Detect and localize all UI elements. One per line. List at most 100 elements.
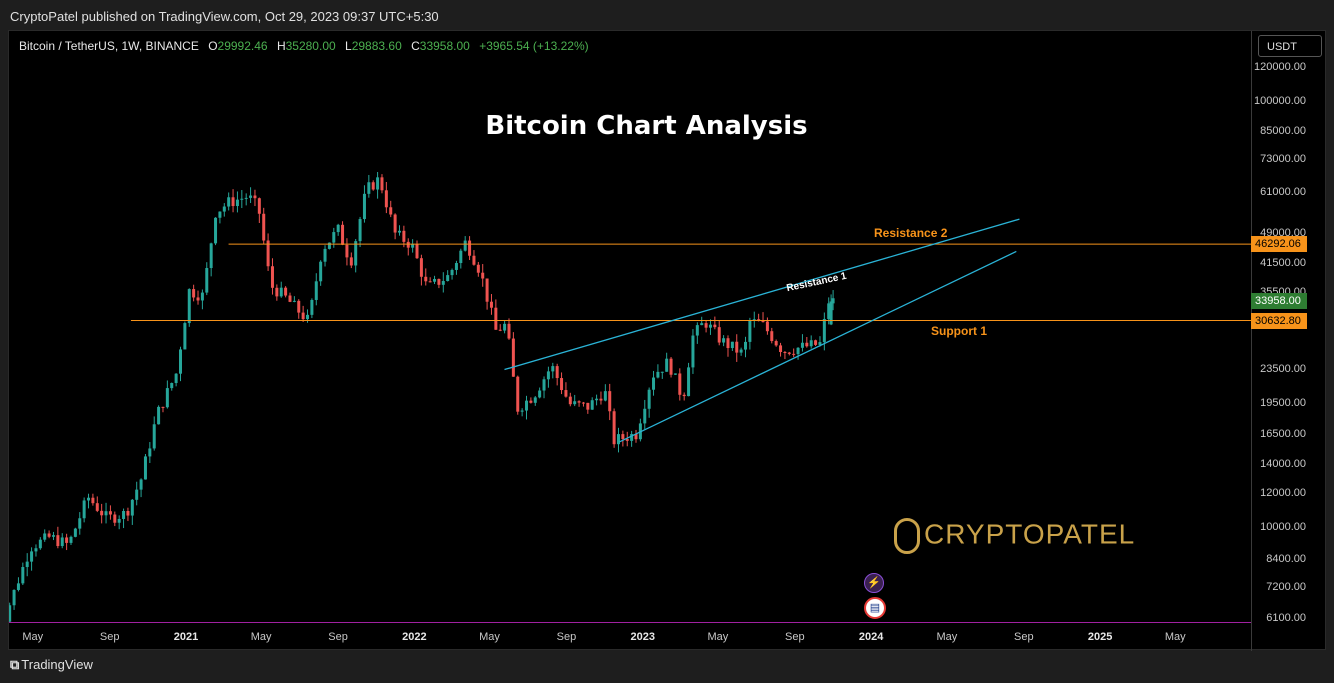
candle-body xyxy=(581,402,585,404)
candle-body xyxy=(332,232,336,243)
candle-body xyxy=(599,398,603,401)
candle-body xyxy=(744,341,748,350)
candle-body xyxy=(310,299,314,315)
candle-body xyxy=(135,489,139,500)
candle-body xyxy=(389,207,393,215)
candle-body xyxy=(152,424,156,449)
tradingview-footer[interactable]: ⧉ TradingView xyxy=(10,657,93,673)
us-flag-event-icon[interactable]: ▤ xyxy=(864,597,886,619)
price-tick-label: 6100.00 xyxy=(1266,612,1306,624)
candle-body xyxy=(446,275,450,282)
candle-body xyxy=(122,510,126,519)
symbol-name[interactable]: Bitcoin / TetherUS, 1W, BINANCE xyxy=(19,39,199,53)
resistance-2-price-tag: 46292.06 xyxy=(1251,236,1307,253)
candle-body xyxy=(292,300,296,302)
symbol-legend[interactable]: Bitcoin / TetherUS, 1W, BINANCE O29992.4… xyxy=(19,39,589,53)
candle-body xyxy=(735,341,739,353)
candle-body xyxy=(577,401,581,403)
candle-body xyxy=(682,394,686,397)
candle-body xyxy=(284,287,288,296)
time-tick-label: Sep xyxy=(99,631,120,643)
price-tick-label: 100000.00 xyxy=(1254,94,1306,107)
candle-body xyxy=(51,535,55,537)
candle-body xyxy=(301,312,305,320)
candle-body xyxy=(752,319,756,321)
candle-body xyxy=(266,240,270,267)
candle-body xyxy=(761,321,765,323)
candle-body xyxy=(65,537,69,543)
current-price-tag: 33958.00 xyxy=(1251,293,1307,310)
last-candle-body xyxy=(829,301,833,325)
time-tick-label: Sep xyxy=(556,631,577,643)
candle-body xyxy=(546,371,550,380)
plot-area[interactable]: Bitcoin / TetherUS, 1W, BINANCE O29992.4… xyxy=(9,31,1251,622)
candle-body xyxy=(787,352,791,354)
candle-body xyxy=(249,195,253,198)
candle-body xyxy=(700,323,704,326)
time-tick-label: May xyxy=(250,631,272,643)
candle-body xyxy=(428,281,432,283)
candle-body xyxy=(538,390,542,398)
candle-body xyxy=(148,448,152,457)
candle-body xyxy=(362,193,366,220)
time-axis[interactable]: May Sep 2021 May Sep 2022 May Sep 2023 May Sep 2024… xyxy=(9,622,1251,652)
watermark-text: CRYPTOPATEL xyxy=(924,518,1136,550)
candle-body xyxy=(695,325,699,336)
candle-body xyxy=(433,278,437,282)
candle-body xyxy=(621,434,625,440)
price-tick-label: 49000.00 xyxy=(1260,226,1306,239)
candle-body xyxy=(240,198,244,200)
candle-body xyxy=(489,301,493,308)
candle-body xyxy=(262,213,266,241)
candle-body xyxy=(796,347,800,355)
currency-selector[interactable]: USDT xyxy=(1258,35,1322,57)
candle-body xyxy=(314,281,318,300)
candle-body xyxy=(358,219,362,242)
price-chart-svg[interactable] xyxy=(9,31,1251,622)
candle-body xyxy=(647,389,651,409)
candle-body xyxy=(56,535,60,547)
candle-body xyxy=(708,324,712,328)
candle-body xyxy=(306,314,310,320)
candle-body xyxy=(503,323,507,331)
candle-body xyxy=(376,177,380,190)
candle-body xyxy=(590,400,594,410)
candle-body xyxy=(665,358,669,372)
candle-body xyxy=(652,377,656,390)
candle-body xyxy=(196,297,200,301)
candle-body xyxy=(625,439,629,441)
candle-body xyxy=(218,211,222,218)
candle-body xyxy=(630,434,634,441)
candle-body xyxy=(748,320,752,342)
chart-frame[interactable]: Bitcoin / TetherUS, 1W, BINANCE O29992.4… xyxy=(8,30,1328,652)
candle-body xyxy=(288,295,292,302)
candle-body xyxy=(560,378,564,391)
candle-body xyxy=(770,331,774,342)
candle-body xyxy=(30,551,34,562)
candle-body xyxy=(441,281,445,285)
candle-body xyxy=(739,349,743,353)
candle-body xyxy=(481,272,485,279)
candle-body xyxy=(38,539,42,549)
candle-body xyxy=(827,303,831,319)
candle-body xyxy=(104,511,108,516)
time-tick-label: 2024 xyxy=(858,631,884,643)
candle-body xyxy=(831,298,835,304)
candle-body xyxy=(397,230,401,233)
candle-body xyxy=(73,528,77,537)
candle-body xyxy=(673,373,677,375)
candle-body xyxy=(722,338,726,343)
time-tick-label: Sep xyxy=(785,631,805,643)
candle-body xyxy=(520,410,524,412)
price-axis[interactable]: USDT 120000.00 100000.00 85000.00 73000.00 6… xyxy=(1251,31,1328,651)
time-tick-label: May xyxy=(936,631,958,643)
lightning-event-icon[interactable]: ⚡ xyxy=(864,573,884,593)
candle-body xyxy=(222,206,226,212)
legend-low: 29883.60 xyxy=(351,39,402,53)
candle-body xyxy=(323,248,327,262)
candle-body xyxy=(516,376,520,412)
candle-body xyxy=(726,338,730,349)
candle-body xyxy=(12,589,16,606)
candle-body xyxy=(800,342,804,348)
candle-body xyxy=(608,391,612,412)
